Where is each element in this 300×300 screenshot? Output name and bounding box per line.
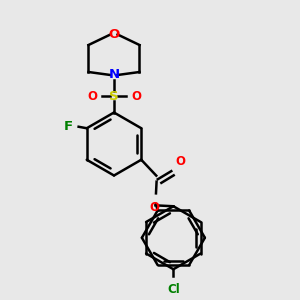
Text: S: S	[109, 89, 119, 103]
Text: O: O	[149, 201, 159, 214]
Text: Cl: Cl	[167, 283, 180, 296]
Text: F: F	[64, 120, 73, 133]
Text: O: O	[87, 89, 97, 103]
Text: O: O	[175, 155, 185, 168]
Text: O: O	[108, 28, 120, 41]
Text: O: O	[131, 89, 141, 103]
Text: N: N	[108, 68, 120, 82]
